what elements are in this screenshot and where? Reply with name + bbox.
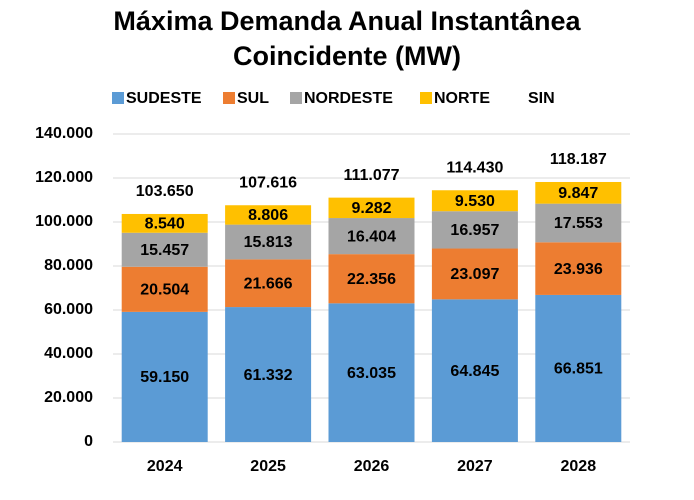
total-label: 103.650 — [136, 183, 194, 200]
data-label: 9.530 — [455, 193, 495, 210]
bar-segment — [121, 213, 208, 233]
data-label: 9.282 — [351, 200, 391, 217]
data-label: 17.553 — [554, 215, 603, 232]
total-label: 118.187 — [550, 151, 607, 168]
bar-segment — [225, 307, 312, 442]
data-label: 15.457 — [140, 242, 189, 259]
x-tick-label: 2024 — [147, 458, 183, 475]
chart-title: Máxima Demanda Anual Instantânea Coincid… — [113, 6, 581, 71]
bar-segment — [225, 205, 312, 225]
bar-segment — [121, 311, 208, 442]
legend-swatch — [420, 92, 432, 104]
data-label: 16.404 — [347, 228, 396, 245]
bar-segment — [431, 299, 518, 442]
bar-segment — [535, 242, 622, 295]
y-tick-label: 40.000 — [44, 345, 93, 362]
bar-segment — [225, 224, 312, 260]
x-tick-label: 2027 — [457, 458, 493, 475]
data-label: 9.847 — [558, 185, 598, 202]
data-label: 16.957 — [450, 222, 499, 239]
x-tick-label: 2028 — [561, 458, 597, 475]
data-label: 23.097 — [450, 266, 499, 283]
bar-segment — [121, 266, 208, 312]
data-label: 61.332 — [244, 367, 293, 384]
x-tick-label: 2025 — [250, 458, 286, 475]
bar-segment — [431, 211, 518, 249]
data-label: 21.666 — [244, 275, 293, 292]
legend-swatch — [290, 92, 302, 104]
y-tick-label: 20.000 — [44, 389, 93, 406]
legend-label: SUDESTE — [126, 90, 202, 107]
data-label: 8.806 — [248, 207, 288, 224]
y-tick-label: 60.000 — [44, 301, 93, 318]
bar-segment — [535, 181, 622, 204]
bar-segment — [328, 197, 415, 219]
bar-segment — [328, 303, 415, 442]
bar-segment — [328, 218, 415, 255]
data-label: 8.540 — [145, 216, 185, 233]
x-tick-label: 2026 — [354, 458, 390, 475]
bar-segment — [535, 203, 622, 243]
total-label: 107.616 — [239, 174, 297, 191]
y-tick-label: 120.000 — [35, 169, 93, 186]
bar-segment — [121, 232, 208, 267]
data-label: 66.851 — [554, 361, 603, 378]
legend-swatch — [223, 92, 235, 104]
bar-segment — [431, 190, 518, 212]
bar-segment — [328, 254, 415, 304]
total-label: 111.077 — [343, 167, 399, 184]
bar-segment — [431, 248, 518, 300]
data-label: 15.813 — [244, 234, 293, 251]
data-label: 63.035 — [347, 365, 396, 382]
y-tick-label: 140.000 — [35, 125, 93, 142]
total-label: 114.430 — [446, 159, 503, 176]
y-tick-label: 100.000 — [35, 213, 93, 230]
legend-label: NORTE — [434, 90, 490, 107]
data-label: 23.936 — [554, 261, 603, 278]
data-label: 64.845 — [450, 363, 499, 380]
legend-label: NORDESTE — [304, 90, 393, 107]
y-tick-label: 80.000 — [44, 257, 93, 274]
legend-label: SIN — [528, 90, 555, 107]
legend-swatch — [112, 92, 124, 104]
y-tick-label: 0 — [84, 433, 93, 450]
data-label: 22.356 — [347, 271, 396, 288]
data-label: 59.150 — [140, 369, 189, 386]
bar-segment — [225, 259, 312, 308]
legend-label: SUL — [237, 90, 269, 107]
data-label: 20.504 — [140, 282, 189, 299]
bar-segment — [535, 294, 622, 442]
